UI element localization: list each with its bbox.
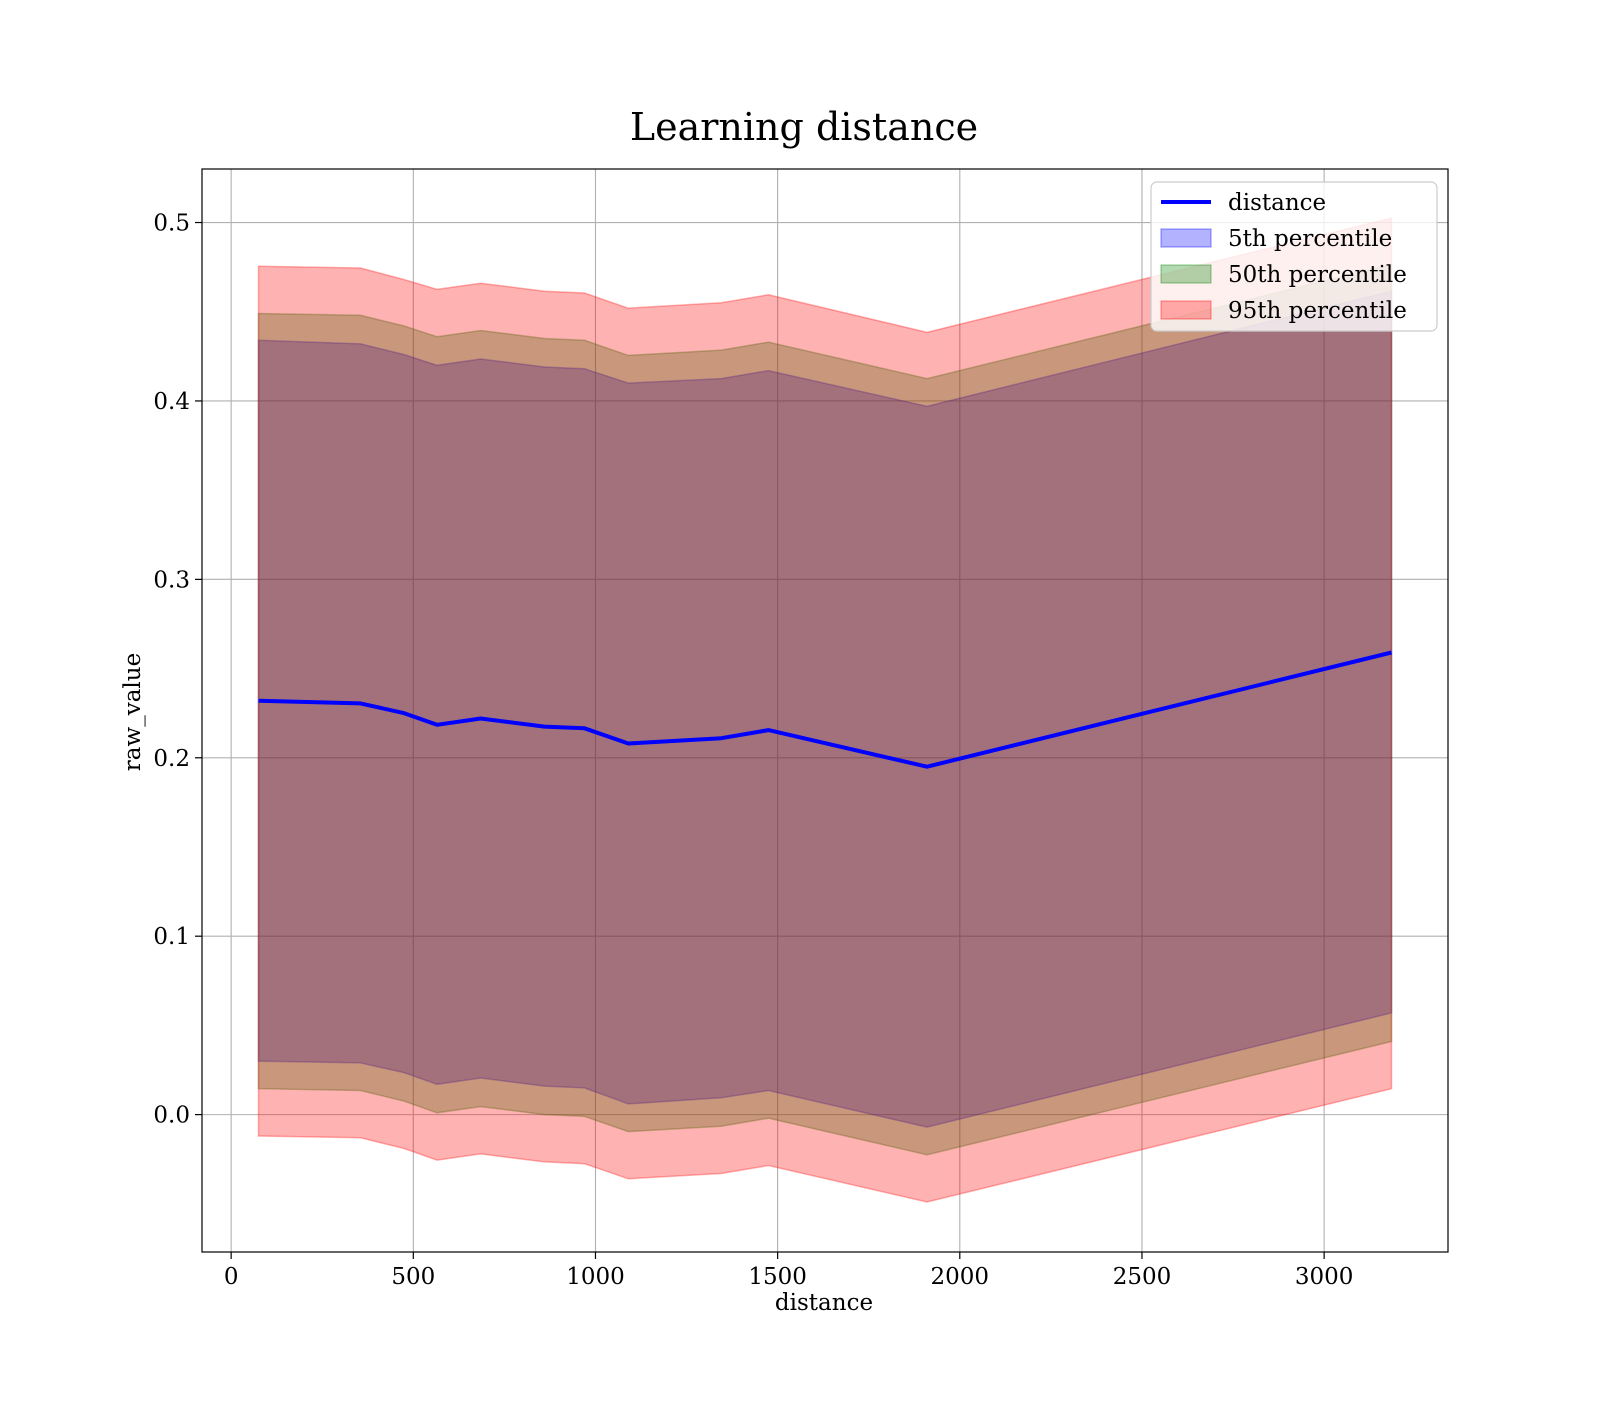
plot-frame [201, 168, 1449, 1253]
x-tick-label: 1000 [566, 1264, 625, 1290]
band-layer [257, 217, 1393, 1203]
legend-swatch [1160, 264, 1212, 284]
chart-title: Learning distance [630, 105, 978, 149]
x-tick-label: 3000 [1295, 1264, 1354, 1290]
line-series-0 [258, 650, 1392, 769]
x-tick-label: 500 [391, 1264, 435, 1290]
x-axis-label: distance [775, 1290, 873, 1316]
y-axis-label: raw_value [120, 653, 146, 771]
band-series-1 [257, 290, 1393, 1128]
legend-label: distance [1228, 190, 1326, 216]
legend: distance 5th percentile 50th percentile 95t… [1150, 181, 1438, 332]
y-tick-label: 0.4 [153, 389, 190, 415]
y-tick-label: 0.0 [153, 1103, 190, 1129]
line-layer [258, 650, 1392, 769]
y-tick-label: 0.5 [153, 211, 190, 237]
band-series-2 [257, 263, 1393, 1156]
legend-label: 50th percentile [1228, 262, 1407, 288]
legend-label: 95th percentile [1228, 298, 1407, 324]
x-tick-label: 2000 [931, 1264, 990, 1290]
x-tick-label: 0 [224, 1264, 239, 1290]
band-series-3 [257, 217, 1393, 1203]
tick-layer: 0 500 1000 1500 2000 2500 3000 0.0 0.1 0.2 0.3 0.4 0… [153, 211, 1353, 1290]
y-tick-label: 0.1 [153, 924, 190, 950]
y-tick-label: 0.2 [153, 746, 190, 772]
legend-swatch [1160, 300, 1212, 320]
y-tick-label: 0.3 [153, 567, 190, 593]
legend-box [1150, 181, 1438, 332]
x-tick-label: 1500 [748, 1264, 807, 1290]
legend-swatch [1160, 228, 1212, 248]
legend-label: 5th percentile [1228, 226, 1392, 252]
x-tick-label: 2500 [1113, 1264, 1172, 1290]
grid-layer [202, 169, 1448, 1252]
